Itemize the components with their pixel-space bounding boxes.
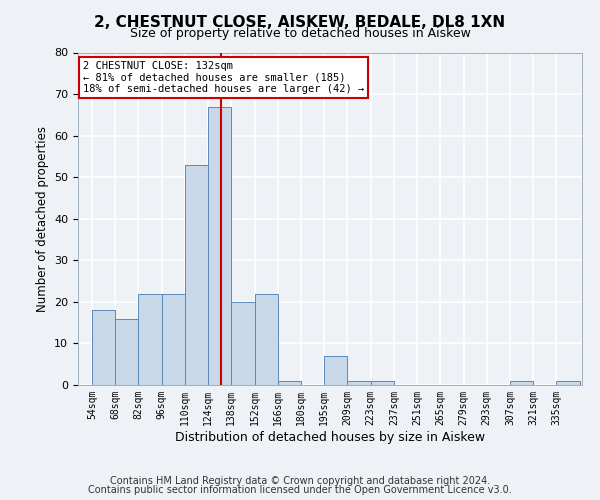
Bar	[347, 381, 371, 385]
Text: Contains public sector information licensed under the Open Government Licence v3: Contains public sector information licen…	[88, 485, 512, 495]
Bar	[231, 302, 254, 385]
Bar	[254, 294, 278, 385]
Bar	[161, 294, 185, 385]
Bar	[556, 381, 580, 385]
Bar	[324, 356, 347, 385]
Text: Contains HM Land Registry data © Crown copyright and database right 2024.: Contains HM Land Registry data © Crown c…	[110, 476, 490, 486]
Bar	[371, 381, 394, 385]
Text: 2, CHESTNUT CLOSE, AISKEW, BEDALE, DL8 1XN: 2, CHESTNUT CLOSE, AISKEW, BEDALE, DL8 1…	[94, 15, 506, 30]
Bar	[115, 318, 139, 385]
Bar	[185, 164, 208, 385]
X-axis label: Distribution of detached houses by size in Aiskew: Distribution of detached houses by size …	[175, 430, 485, 444]
Y-axis label: Number of detached properties: Number of detached properties	[35, 126, 49, 312]
Bar	[278, 381, 301, 385]
Bar	[139, 294, 161, 385]
Bar	[510, 381, 533, 385]
Text: Size of property relative to detached houses in Aiskew: Size of property relative to detached ho…	[130, 28, 470, 40]
Bar	[208, 106, 231, 385]
Text: 2 CHESTNUT CLOSE: 132sqm
← 81% of detached houses are smaller (185)
18% of semi-: 2 CHESTNUT CLOSE: 132sqm ← 81% of detach…	[83, 61, 364, 94]
Bar	[92, 310, 115, 385]
